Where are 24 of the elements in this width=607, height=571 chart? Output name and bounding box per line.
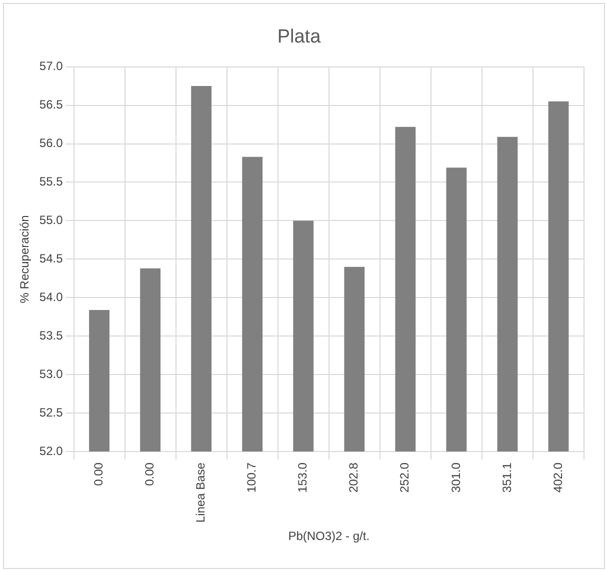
x-tick-label: 0.00	[92, 462, 106, 486]
y-tick-label: 56.0	[39, 136, 64, 150]
y-tick-label: 55.5	[39, 174, 64, 189]
y-tick-label: 53.0	[39, 366, 64, 381]
x-tick-label: 0.00	[142, 462, 157, 486]
y-tick-label: 55.0	[39, 213, 64, 228]
x-tick-label: 301.0	[448, 462, 463, 493]
x-tick-label: 153.0	[296, 462, 310, 493]
chart-title: Plata	[277, 26, 322, 48]
y-tick-label: 57.0	[39, 59, 64, 74]
y-tick-label: 54.5	[39, 251, 64, 266]
x-axis-title: Pb(NO3)2 - g/t.	[288, 529, 370, 544]
x-tick-label: Linea Base	[194, 462, 208, 523]
y-tick-label: 52.5	[39, 405, 64, 420]
y-tick-label: 53.5	[39, 328, 64, 342]
x-tick-label: 351.1	[500, 462, 514, 493]
x-tick-label: 252.0	[398, 462, 412, 493]
x-tick-label: 100.7	[244, 462, 259, 493]
x-tick-label: 402.0	[550, 462, 565, 493]
y-tick-label: 56.5	[39, 98, 64, 112]
y-tick-label: 54.0	[39, 290, 64, 304]
y-tick-label: 52.0	[39, 444, 64, 458]
x-tick-label: 202.8	[346, 462, 361, 493]
y-axis-title: % Recuperación	[18, 215, 32, 304]
